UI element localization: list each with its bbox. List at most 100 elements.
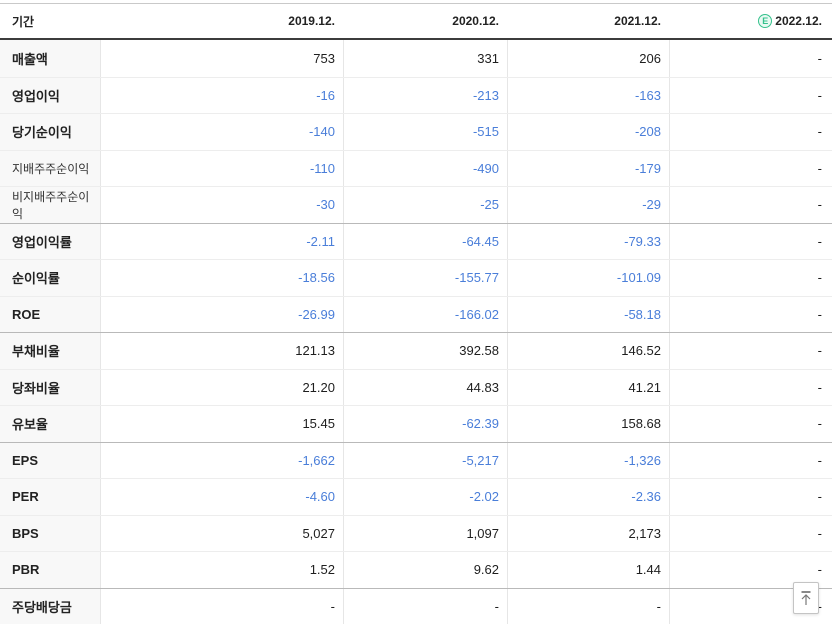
value-cell-2019: 21.20 [100,369,343,405]
value-cell-2022: - [669,77,832,113]
value-cell-2020: -515 [343,114,507,150]
table-header-row: 기간 2019.12. 2020.12. 2021.12. E 2022.12. [0,4,832,40]
row-label: 매출액 [0,40,100,77]
value-cell-2019: - [100,588,343,624]
table-row: PBR 1.52 9.62 1.44 - [0,551,832,588]
value-cell-2021: - [507,588,669,624]
row-label: 부채비율 [0,333,100,369]
table-row: 영업이익률 -2.11 -64.45 -79.33 - [0,222,832,259]
table-row: 영업이익 -16 -213 -163 - [0,76,832,113]
value-cell-2019: -4.60 [100,479,343,515]
value-cell-2021: 206 [507,40,669,77]
row-label: 주당배당금 [0,588,100,624]
row-label: EPS [0,442,100,478]
row-label: 지배주주순이익 [0,150,100,186]
value-cell-2021: 2,173 [507,515,669,551]
value-cell-2019: 753 [100,40,343,77]
table-row: EPS -1,662 -5,217 -1,326 - [0,441,832,478]
value-cell-2019: -2.11 [100,223,343,259]
value-cell-2022: - [669,223,832,259]
row-label: 영업이익 [0,77,100,113]
value-cell-2019: 15.45 [100,406,343,442]
table-row: ROE -26.99 -166.02 -58.18 - [0,295,832,332]
value-cell-2021: 1.44 [507,552,669,588]
row-label: 당기순이익 [0,114,100,150]
row-label: ROE [0,296,100,332]
row-label: 순이익률 [0,260,100,296]
table-row: 순이익률 -18.56 -155.77 -101.09 - [0,259,832,296]
column-header-2022-estimate: E 2022.12. [669,14,832,28]
value-cell-2020: 392.58 [343,333,507,369]
value-cell-2022: - [669,406,832,442]
row-label: 영업이익률 [0,223,100,259]
value-cell-2020: -155.77 [343,260,507,296]
table-row: 당기순이익 -140 -515 -208 - [0,113,832,150]
value-cell-2021: 41.21 [507,369,669,405]
arrow-up-to-top-icon [801,590,811,605]
table-row: PER -4.60 -2.02 -2.36 - [0,478,832,515]
table-row: 주당배당금 - - - - [0,587,832,624]
row-label: 유보율 [0,406,100,442]
value-cell-2021: -163 [507,77,669,113]
value-cell-2020: -166.02 [343,296,507,332]
column-header-2020: 2020.12. [452,14,499,28]
value-cell-2020: -25 [343,187,507,223]
value-cell-2022: - [669,150,832,186]
value-cell-2019: -140 [100,114,343,150]
value-cell-2021: 146.52 [507,333,669,369]
value-cell-2022: - [669,296,832,332]
value-cell-2019: 1.52 [100,552,343,588]
value-cell-2020: -490 [343,150,507,186]
value-cell-2020: -62.39 [343,406,507,442]
value-cell-2019: -18.56 [100,260,343,296]
value-cell-2022: - [669,442,832,478]
row-label: 당좌비율 [0,369,100,405]
value-cell-2022: - [669,479,832,515]
table-row: 매출액 753 331 206 - [0,40,832,77]
financial-summary-table: 기간 2019.12. 2020.12. 2021.12. E 2022.12. … [0,3,832,624]
table-row: 당좌비율 21.20 44.83 41.21 - [0,368,832,405]
value-cell-2022: - [669,515,832,551]
value-cell-2022: - [669,369,832,405]
value-cell-2022: - [669,588,832,624]
column-header-2019: 2019.12. [288,14,335,28]
value-cell-2022: - [669,333,832,369]
value-cell-2021: -58.18 [507,296,669,332]
table-row: 비지배주주순이익 -30 -25 -29 - [0,186,832,223]
value-cell-2019: -1,662 [100,442,343,478]
value-cell-2021: -2.36 [507,479,669,515]
value-cell-2021: -101.09 [507,260,669,296]
scroll-to-top-button[interactable] [793,582,819,614]
row-label: 비지배주주순이익 [0,187,100,223]
value-cell-2021: -79.33 [507,223,669,259]
value-cell-2019: 121.13 [100,333,343,369]
value-cell-2021: 158.68 [507,406,669,442]
value-cell-2022: - [669,552,832,588]
value-cell-2021: -1,326 [507,442,669,478]
value-cell-2020: 331 [343,40,507,77]
value-cell-2021: -179 [507,150,669,186]
value-cell-2020: -2.02 [343,479,507,515]
value-cell-2020: 9.62 [343,552,507,588]
table-row: 지배주주순이익 -110 -490 -179 - [0,149,832,186]
value-cell-2022: - [669,114,832,150]
value-cell-2022: - [669,260,832,296]
value-cell-2020: -64.45 [343,223,507,259]
row-label: BPS [0,515,100,551]
row-label: PBR [0,552,100,588]
table-row: 부채비율 121.13 392.58 146.52 - [0,332,832,369]
value-cell-2022: - [669,187,832,223]
value-cell-2020: - [343,588,507,624]
value-cell-2020: 1,097 [343,515,507,551]
value-cell-2019: -30 [100,187,343,223]
value-cell-2019: 5,027 [100,515,343,551]
table-row: 유보율 15.45 -62.39 158.68 - [0,405,832,442]
column-header-2021: 2021.12. [614,14,661,28]
table-row: BPS 5,027 1,097 2,173 - [0,514,832,551]
column-header-2022-label: 2022.12. [775,14,822,28]
table-body: 매출액 753 331 206 - 영업이익 -16 -213 -163 - 당… [0,40,832,624]
estimate-badge-icon: E [758,14,773,28]
value-cell-2019: -26.99 [100,296,343,332]
value-cell-2021: -29 [507,187,669,223]
value-cell-2019: -16 [100,77,343,113]
